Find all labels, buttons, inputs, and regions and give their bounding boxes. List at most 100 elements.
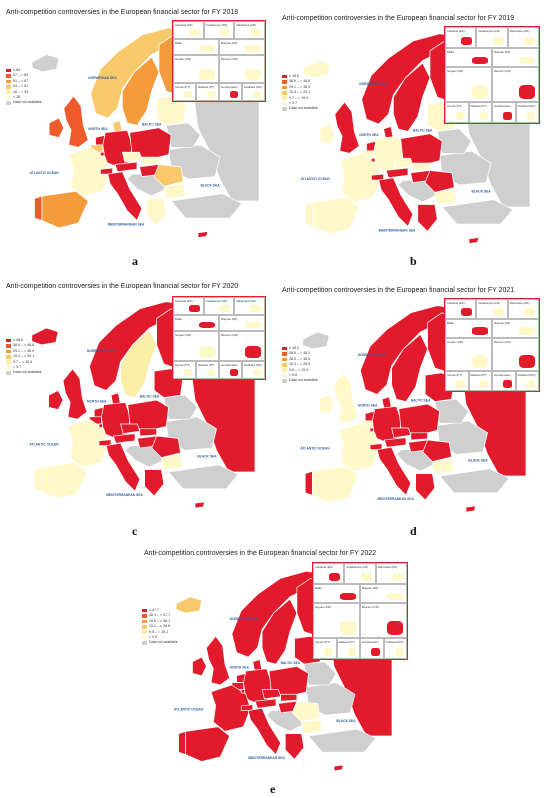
inset-cell: Canarias (ES): [313, 563, 345, 585]
country-ch: [98, 439, 112, 446]
sea-label: MEDITERRANEAN SEA: [377, 497, 414, 501]
inset-cell: Açores (PT): [445, 370, 469, 391]
country-gb: [334, 101, 360, 154]
country-sk: [412, 162, 431, 171]
legend-label: 18 – < 34: [13, 89, 29, 94]
legend-swatch: [142, 641, 147, 645]
inset-territory: [360, 572, 372, 582]
legend-swatch: [282, 101, 287, 106]
legend-label: 28.6 – < 38.1: [149, 618, 171, 623]
legend-label: < 9.7: [289, 100, 298, 105]
country-ch: [100, 167, 113, 175]
legend-item: < 9.6: [282, 373, 318, 378]
inset-territory: [339, 621, 356, 635]
country-ro: [422, 439, 453, 462]
country-pt: [178, 730, 186, 756]
legend-item: 38.9 – < 48.6: [6, 343, 42, 348]
map-legend: ≥ 47.7 38.1 – < 47.7 28.6 – < 38.1 19.1 – <…: [142, 608, 178, 646]
inset-territory: [244, 321, 261, 329]
country-es: [41, 462, 88, 499]
country-ch: [371, 173, 384, 181]
inset-territory: [252, 90, 261, 98]
legend-label: < 9.7: [13, 364, 22, 369]
legend-label: 38.1 – < 47.7: [149, 613, 171, 618]
inset-maps: Canarias (ES) Guadeloupe (FR) Martinique (…: [444, 298, 540, 392]
country-es: [185, 726, 231, 762]
legend-item: 28.9 – < 38.5: [282, 357, 318, 362]
legend-item: 9.7 – < 19.4: [282, 96, 318, 101]
legend-item: 18 – < 34: [6, 90, 42, 95]
inset-maps: Canarias (ES) Guadeloupe (FR) Martinique (…: [312, 562, 408, 660]
inset-territory: [206, 90, 215, 98]
inset-cell: Svalbard (NO): [515, 101, 539, 123]
legend-swatch: [282, 357, 287, 362]
inset-cell: Svalbard (NO): [383, 637, 407, 659]
inset-cell: Martinique (FR): [507, 27, 539, 49]
legend-label: ≥ 47.7: [149, 608, 159, 612]
country-ie: [48, 389, 64, 411]
country-cz: [120, 423, 141, 435]
legend-swatch: [6, 371, 11, 375]
inset-cell: Madeira (PT): [196, 83, 219, 101]
country-cz: [392, 157, 414, 169]
inset-territory: [244, 45, 261, 52]
legend-label: Data not available: [289, 378, 318, 383]
legend-label: 19.3 – < 28.9: [289, 362, 311, 367]
legend-item: < 9.5: [142, 635, 178, 640]
inset-territory: [456, 379, 465, 388]
inset-cell: Malta: [173, 315, 219, 332]
inset-territory: [461, 36, 473, 46]
country-it: [376, 446, 412, 496]
country-is: [175, 596, 203, 614]
country-lu: [369, 427, 374, 432]
legend-item: 28.6 – < 38.1: [142, 619, 178, 624]
country-fr: [68, 146, 111, 197]
legend-item-not-available: Data not available: [282, 378, 318, 383]
sea-label: MEDITERRANEAN SEA: [248, 756, 285, 760]
sea-label: MEDITERRANEAN SEA: [108, 222, 145, 226]
country-at: [385, 167, 409, 179]
legend-swatch: [6, 360, 11, 365]
inset-territory: [206, 368, 215, 376]
country-it: [378, 177, 414, 228]
inset-territory: [518, 56, 535, 65]
country-ie: [319, 123, 336, 144]
country-ie: [48, 117, 65, 138]
inset-territory: [526, 111, 535, 120]
legend-swatch: [6, 355, 11, 359]
legend-label: Data not available: [289, 106, 318, 111]
legend-label: 29.1 – < 38.9: [289, 84, 311, 89]
sea-label: ATLANTIC OCEAN: [29, 443, 59, 447]
inset-cell: Réunion (FR): [492, 67, 539, 102]
inset-territory: [324, 647, 333, 656]
map-panel-c: Anti-competition controversies in the Eu…: [0, 276, 275, 541]
inset-cell: Mayotte (FR): [492, 48, 539, 68]
inset-cell: Réunion (FR): [492, 337, 539, 371]
legend-swatch: [6, 349, 11, 354]
country-ie: [319, 393, 335, 415]
legend-swatch: [282, 74, 287, 79]
country-fr: [67, 418, 109, 468]
inset-cell: Madeira (PT): [336, 637, 360, 659]
country-it: [107, 171, 143, 222]
country-bg: [163, 183, 187, 199]
country-se: [392, 62, 431, 132]
legend-label: 67 – < 83: [13, 73, 29, 78]
map-legend: ≥ 48.2 38.5 – < 48.2 28.9 – < 38.5 19.3 – <…: [282, 346, 318, 384]
country-gb: [62, 368, 88, 420]
legend-item: 51 – < 67: [6, 79, 42, 84]
legend-swatch: [6, 101, 11, 105]
inset-cell: Guadeloupe (FR): [203, 297, 235, 316]
legend-label: 9.5 – < 19.1: [149, 629, 169, 634]
inset-cell: Mayotte (FR): [219, 38, 265, 55]
legend-swatch: [6, 85, 11, 89]
country-cy: [468, 237, 480, 245]
country-gr: [415, 473, 436, 501]
inset-cell: Liechtenstein: [492, 101, 516, 123]
country-is: [302, 60, 331, 79]
inset-territory: [329, 572, 341, 582]
sea-label: NORWEGIAN SEA: [359, 82, 388, 86]
sea-label: ATLANTIC OCEAN: [30, 171, 60, 175]
country-pt: [33, 466, 42, 492]
country-ie: [192, 656, 207, 677]
